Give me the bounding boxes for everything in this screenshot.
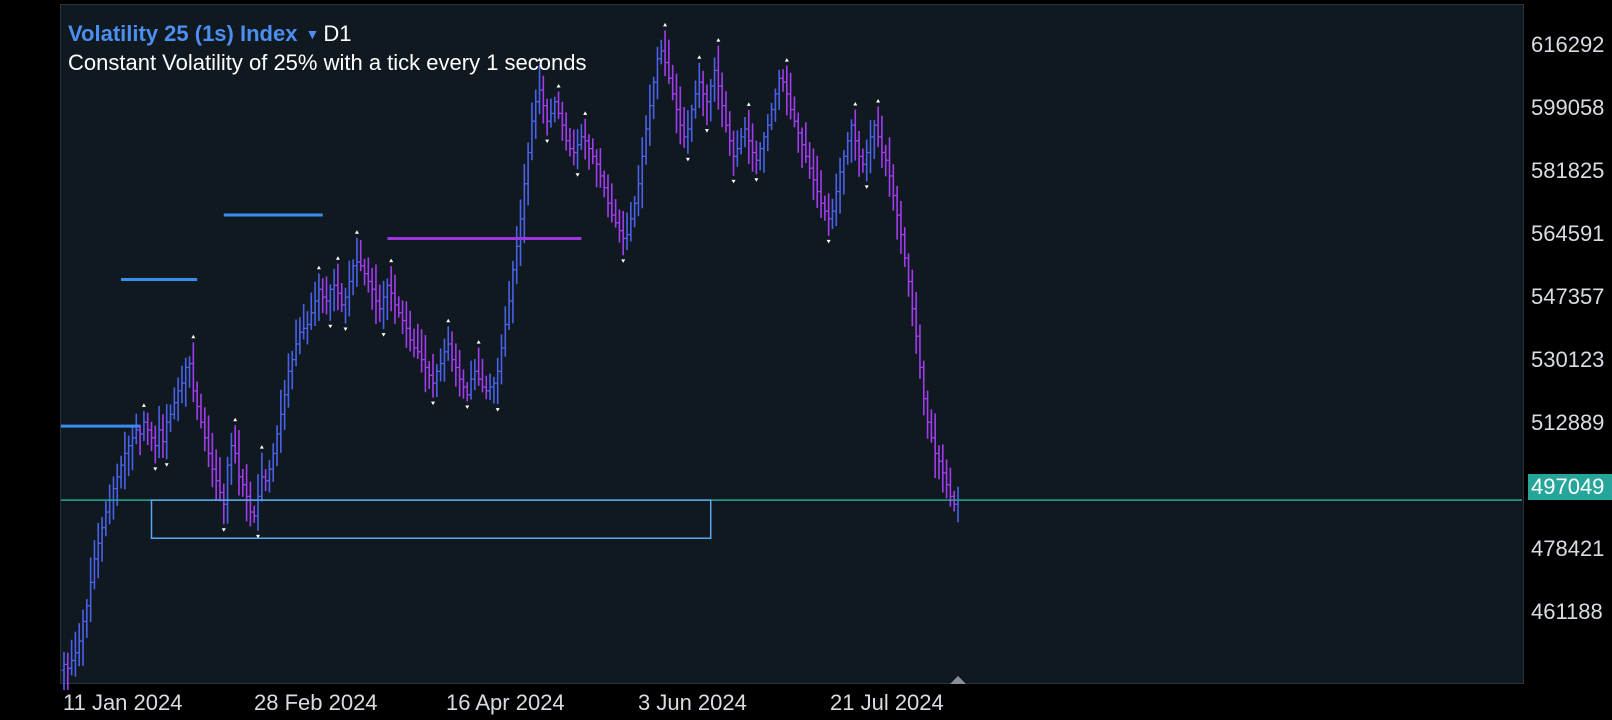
- symbol-dropdown-icon[interactable]: ▼: [305, 26, 320, 42]
- fractal-down-marker: [381, 333, 386, 337]
- price-axis-label: 461188: [1531, 599, 1603, 624]
- fractal-up-marker: [697, 55, 702, 59]
- time-axis-label: 11 Jan 2024: [63, 690, 183, 715]
- fractal-down-marker: [164, 463, 169, 467]
- price-axis[interactable]: [1524, 0, 1612, 700]
- fractal-down-marker: [495, 408, 500, 412]
- fractal-up-marker: [537, 57, 542, 62]
- time-axis-label: 28 Feb 2024: [254, 690, 378, 715]
- fractal-down-marker: [545, 139, 550, 144]
- fractal-up-marker: [316, 265, 321, 270]
- fractal-down-marker: [431, 401, 436, 406]
- symbol-description: Constant Volatility of 25% with a tick e…: [68, 50, 587, 75]
- fractal-down-marker: [256, 534, 261, 539]
- price-axis-label: 512889: [1531, 410, 1605, 435]
- price-axis-label: 581825: [1531, 158, 1605, 183]
- fractal-up-marker: [446, 318, 451, 323]
- price-axis-label: 599058: [1531, 95, 1605, 120]
- fractal-down-marker: [731, 179, 736, 184]
- fractal-up-marker: [354, 230, 359, 234]
- fractal-down-marker: [221, 528, 226, 532]
- time-axis-label: 21 Jul 2024: [830, 690, 944, 715]
- time-axis-label: 16 Apr 2024: [446, 690, 565, 715]
- price-axis-label: 616292: [1531, 32, 1605, 57]
- left-edge-strip: [0, 0, 60, 720]
- fractal-down-marker: [153, 467, 158, 471]
- fractal-down-marker: [864, 185, 869, 189]
- price-axis-label: 478421: [1531, 536, 1605, 561]
- fractal-up-marker: [746, 102, 751, 106]
- fractal-up-marker: [389, 258, 394, 263]
- symbol-legend[interactable]: Volatility 25 (1s) Index ▼ D1: [68, 21, 351, 47]
- fractal-down-marker: [704, 129, 709, 133]
- fractal-up-marker: [141, 403, 146, 407]
- fractal-up-marker: [259, 445, 264, 449]
- fractal-down-marker: [343, 327, 348, 332]
- time-scroll-marker-icon[interactable]: [950, 676, 966, 684]
- fractal-down-marker: [685, 157, 690, 162]
- chart-panel[interactable]: [60, 4, 1524, 684]
- timeframe-label[interactable]: D1: [323, 21, 352, 46]
- fractal-down-marker: [621, 259, 626, 263]
- fractal-down-marker: [465, 405, 470, 409]
- fractal-up-marker: [556, 83, 561, 88]
- fractal-up-marker: [663, 22, 668, 27]
- fractal-up-marker: [476, 340, 481, 344]
- fractal-down-marker: [754, 178, 759, 182]
- time-axis[interactable]: [0, 690, 1612, 720]
- price-axis-label: 564591: [1531, 221, 1605, 246]
- time-axis-label: 3 Jun 2024: [638, 690, 747, 715]
- current-price-badge: 497049: [1528, 474, 1612, 500]
- fractal-up-marker: [853, 102, 858, 106]
- symbol-name[interactable]: Volatility 25 (1s) Index: [68, 21, 298, 46]
- fractal-up-marker: [335, 256, 340, 260]
- fractal-up-marker: [233, 417, 238, 422]
- zone-box: [150, 499, 712, 539]
- fractal-down-marker: [826, 239, 831, 244]
- fractal-up-marker: [876, 98, 881, 103]
- fractal-down-marker: [575, 173, 580, 177]
- fractal-up-marker: [784, 58, 789, 62]
- price-axis-label: 530123: [1531, 347, 1605, 372]
- fractal-up-marker: [716, 38, 721, 42]
- price-axis-label: 547357: [1531, 284, 1605, 309]
- fractal-up-marker: [191, 334, 196, 339]
- fractal-down-marker: [328, 324, 333, 329]
- fractal-up-marker: [583, 111, 588, 115]
